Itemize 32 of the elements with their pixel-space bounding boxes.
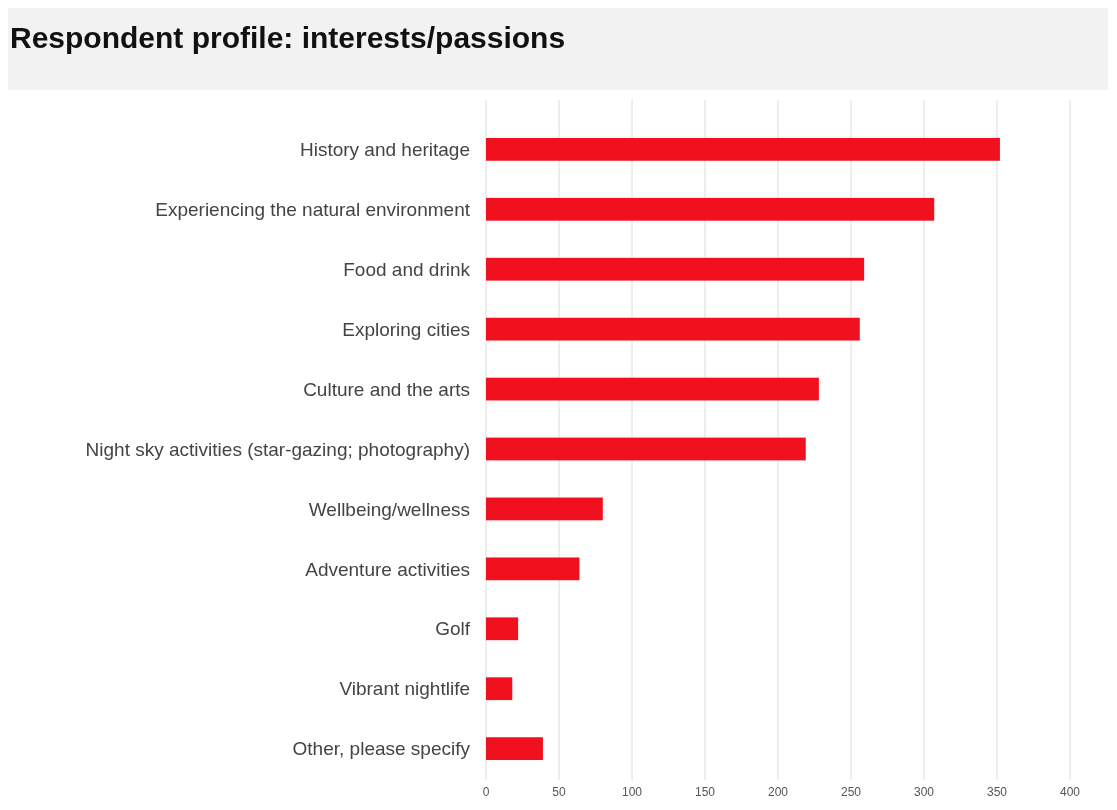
y-tick-label: Food and drink — [343, 258, 471, 280]
x-tick-label: 350 — [986, 785, 1008, 799]
chart-title: Respondent profile: interests/passions — [10, 21, 566, 54]
bar — [486, 257, 865, 281]
y-tick-label: Experiencing the natural environment — [155, 198, 471, 220]
bar — [486, 677, 513, 701]
x-tick-label: 250 — [840, 785, 862, 799]
bar — [486, 737, 543, 761]
y-tick-label: Golf — [435, 618, 471, 640]
bar — [486, 137, 1000, 161]
y-tick-label: Vibrant nightlife — [339, 678, 470, 700]
bar — [486, 557, 580, 581]
y-tick-label: Wellbeing/wellness — [308, 498, 470, 520]
bar — [486, 497, 603, 521]
x-tick-label: 200 — [767, 785, 789, 799]
bar — [486, 197, 935, 221]
bar — [486, 377, 819, 401]
bar — [486, 437, 806, 461]
y-tick-label: Other, please specify — [292, 738, 471, 760]
y-tick-label: Adventure activities — [305, 558, 470, 580]
x-tick-label: 150 — [694, 785, 716, 799]
x-tick-label: 0 — [482, 785, 490, 799]
x-tick-label: 300 — [913, 785, 935, 799]
bar — [486, 317, 860, 341]
x-tick-label: 50 — [552, 785, 566, 799]
y-tick-label: Exploring cities — [342, 318, 470, 340]
x-tick-label: 100 — [621, 785, 643, 799]
y-tick-label: History and heritage — [299, 139, 470, 161]
y-tick-label: Culture and the arts — [303, 378, 470, 400]
x-tick-label: 400 — [1059, 785, 1081, 799]
bar — [486, 617, 519, 641]
y-tick-label: Night sky activities (star-gazing; photography) — [85, 438, 470, 460]
